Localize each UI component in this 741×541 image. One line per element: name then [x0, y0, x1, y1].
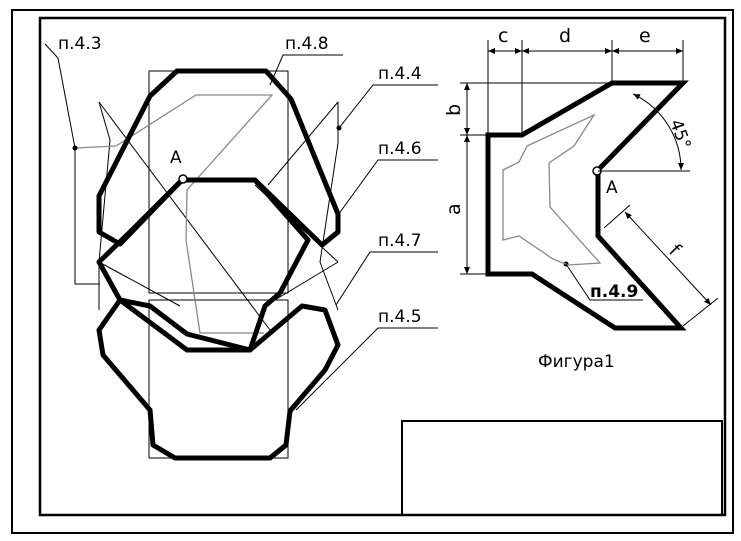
- outline-upper-hexagon: [96, 68, 341, 248]
- dim-label-d: d: [559, 25, 571, 47]
- point-a-left-marker: [178, 174, 188, 184]
- construction-diag-3: [98, 261, 181, 307]
- ext-line-f-bottom: [682, 297, 719, 327]
- callout-dot-p44: [336, 125, 342, 131]
- inner-frame: [38, 16, 727, 517]
- callout-p47: п.4.7: [378, 231, 422, 251]
- grey-offset-shape: [74, 94, 274, 334]
- dim-label-angle: 45°: [665, 117, 694, 152]
- outer-frame: [11, 9, 734, 534]
- leader-p44: [338, 84, 438, 129]
- figure-caption: Фигура1: [538, 352, 615, 372]
- dim-label-f: f: [664, 240, 685, 261]
- callout-p45: п.4.5: [378, 307, 422, 327]
- callout-p46: п.4.6: [378, 139, 422, 159]
- callout-p43: п.4.3: [58, 34, 102, 54]
- dim-label-b: b: [443, 104, 465, 116]
- leader-p47: [335, 251, 438, 306]
- callout-p49: п.4.9: [590, 282, 638, 302]
- dim-label-c: c: [498, 25, 508, 47]
- point-a-right-label: A: [606, 178, 618, 198]
- right-figure: A: [485, 80, 689, 331]
- construction-poly-right: [319, 102, 339, 311]
- dim-line-f: [624, 211, 712, 306]
- sheet-frame: [11, 9, 734, 534]
- angle-arc: [632, 93, 685, 171]
- thick-outlines: [96, 68, 341, 461]
- ext-line-f-top: [603, 204, 631, 229]
- callout-p44: п.4.4: [378, 64, 422, 84]
- callout-dot-p43: [72, 145, 78, 151]
- construction-diag-5: [98, 101, 271, 331]
- dim-label-a: a: [443, 203, 465, 215]
- construction-diag-6: [267, 101, 339, 186]
- callout-p48: п.4.8: [285, 34, 329, 54]
- construction-poly-left: [98, 101, 111, 310]
- leader-p49: [565, 263, 643, 301]
- leader-p48: [269, 54, 343, 86]
- leader-p45: [295, 327, 438, 411]
- figure1-outline: [485, 80, 689, 331]
- outline-bottom-shape: [96, 297, 341, 461]
- leader-p43: [44, 43, 100, 285]
- dimension-lines: [460, 40, 719, 327]
- leader-p46: [337, 159, 438, 216]
- title-block: [401, 420, 723, 516]
- left-figure: A: [74, 68, 341, 461]
- point-a-left-label: A: [170, 148, 182, 168]
- dim-label-e: e: [639, 25, 651, 47]
- figure1-grey-inner: [502, 113, 602, 266]
